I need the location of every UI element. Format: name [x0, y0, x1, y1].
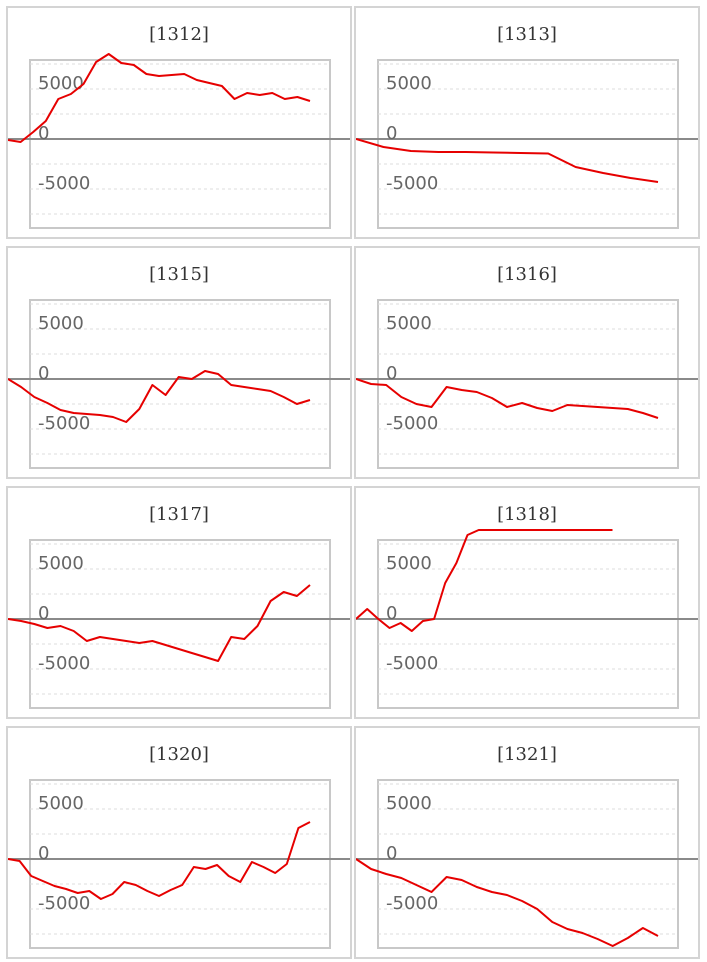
series-line: [8, 584, 311, 662]
y-tick-label: 0: [386, 363, 397, 384]
y-tick-label: -5000: [38, 653, 90, 674]
y-tick-label: 5000: [38, 553, 84, 574]
chart-svg: 5000 0 -5000: [8, 779, 350, 949]
y-tick-label: 0: [38, 843, 49, 864]
y-tick-label: 0: [386, 843, 397, 864]
y-tick-label: 0: [386, 123, 397, 144]
plot-frame: [377, 59, 679, 229]
y-tick-label: -5000: [386, 173, 438, 194]
series-line: [8, 821, 311, 900]
chart-svg: 5000 0 -5000: [356, 299, 698, 469]
series-line: [356, 529, 613, 632]
series-line: [356, 138, 659, 183]
chart-panel: [1318] 5000 0 -5000: [354, 486, 700, 719]
plot-frame: [29, 539, 331, 709]
chart-title: [1312]: [149, 24, 209, 45]
chart-svg: 5000 0 -5000: [356, 779, 698, 949]
y-tick-label: 5000: [38, 73, 84, 94]
y-tick-label: 0: [38, 363, 49, 384]
y-tick-label: -5000: [386, 893, 438, 914]
chart-panel: [1321] 5000 0 -5000: [354, 726, 700, 959]
plot-frame: [377, 539, 679, 709]
plot-frame: [29, 299, 331, 469]
plot-frame: [377, 299, 679, 469]
chart-title: [1318]: [497, 504, 557, 525]
series-line: [356, 378, 659, 419]
chart-svg: 5000 0 -5000: [356, 529, 698, 709]
y-tick-label: 5000: [38, 793, 84, 814]
chart-svg: 5000 0 -5000: [356, 59, 698, 229]
y-tick-label: 5000: [386, 73, 432, 94]
chart-title: [1315]: [149, 264, 209, 285]
chart-panel: [1317] 5000 0 -5000: [6, 486, 352, 719]
y-tick-label: -5000: [38, 173, 90, 194]
chart-panel: [1312] 5000 0 -5000: [6, 6, 352, 239]
y-tick-label: 5000: [386, 553, 432, 574]
chart-title: [1321]: [497, 744, 557, 765]
y-tick-label: -5000: [386, 413, 438, 434]
chart-title: [1320]: [149, 744, 209, 765]
series-line: [8, 370, 311, 423]
chart-panel: [1313] 5000 0 -5000: [354, 6, 700, 239]
chart-title: [1316]: [497, 264, 557, 285]
y-tick-label: 5000: [386, 793, 432, 814]
y-tick-label: -5000: [38, 893, 90, 914]
chart-panel: [1315] 5000 0 -5000: [6, 246, 352, 479]
y-tick-label: -5000: [38, 413, 90, 434]
chart-title: [1317]: [149, 504, 209, 525]
plot-frame: [377, 779, 679, 949]
chart-svg: 5000 0 -5000: [8, 299, 350, 469]
y-tick-label: 5000: [386, 313, 432, 334]
y-tick-label: 0: [38, 603, 49, 624]
y-tick-label: -5000: [386, 653, 438, 674]
chart-svg: 5000 0 -5000: [8, 53, 350, 229]
series-line: [356, 858, 659, 947]
y-tick-label: 0: [386, 603, 397, 624]
y-tick-label: 5000: [38, 313, 84, 334]
chart-svg: 5000 0 -5000: [8, 539, 350, 709]
series-line: [8, 53, 311, 143]
chart-title: [1313]: [497, 24, 557, 45]
plot-frame: [29, 779, 331, 949]
chart-panel: [1320] 5000 0 -5000: [6, 726, 352, 959]
chart-panel: [1316] 5000 0 -5000: [354, 246, 700, 479]
y-tick-label: 0: [38, 123, 49, 144]
